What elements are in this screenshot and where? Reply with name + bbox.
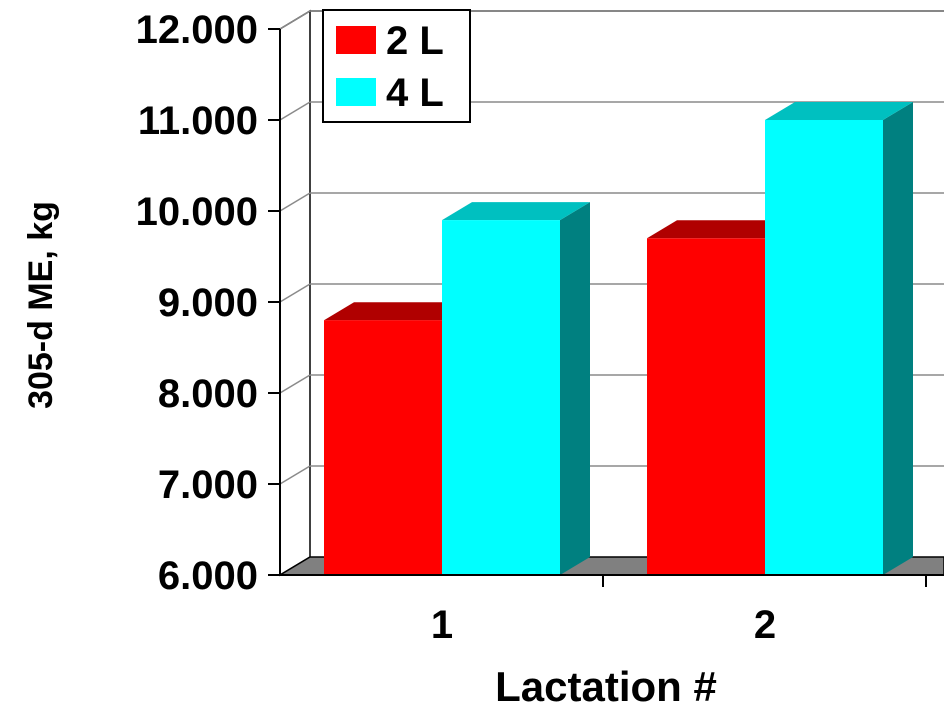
gridline-side [279, 374, 311, 394]
x-axis-title: Lactation # [495, 663, 717, 706]
legend-label: 4 L [386, 71, 444, 115]
gridline-side [279, 192, 311, 212]
bar-front [647, 238, 765, 576]
x-tick-label: 2 [754, 603, 776, 647]
axes [268, 28, 944, 587]
bar-side [560, 202, 590, 575]
legend-swatch [336, 78, 376, 106]
gridline-side [279, 101, 311, 121]
bars [324, 102, 913, 576]
y-tick-label: 7.000 [158, 463, 258, 507]
legend-swatch [336, 26, 376, 54]
x-tick-label: 1 [431, 603, 453, 647]
gridline-side [279, 10, 311, 30]
bar-top [765, 102, 913, 120]
y-tick-label: 10.000 [136, 190, 258, 234]
gridline-side [279, 465, 311, 485]
bar-top [647, 220, 795, 239]
legend: 2 L4 L [322, 9, 471, 123]
bar-front [765, 120, 883, 575]
y-tick-label: 8.000 [158, 372, 258, 416]
y-tick-label: 6.000 [158, 554, 258, 598]
bar-side [883, 102, 913, 575]
y-tick-labels: 6.000 7.000 8.000 9.000 10.000 11.000 12.000 [136, 8, 258, 598]
bar-top [442, 202, 590, 221]
bar [442, 202, 590, 575]
bar-front [442, 220, 560, 575]
y-tick-label: 12.000 [136, 8, 258, 52]
bar-front [324, 320, 442, 575]
y-tick-label: 9.000 [158, 281, 258, 325]
y-axis-title: 305-d ME, kg [22, 201, 60, 409]
bar-top [324, 302, 472, 321]
legend-label: 2 L [386, 19, 444, 63]
y-tick-label: 11.000 [138, 99, 258, 143]
gridline-side [279, 283, 311, 303]
bar [765, 102, 913, 575]
